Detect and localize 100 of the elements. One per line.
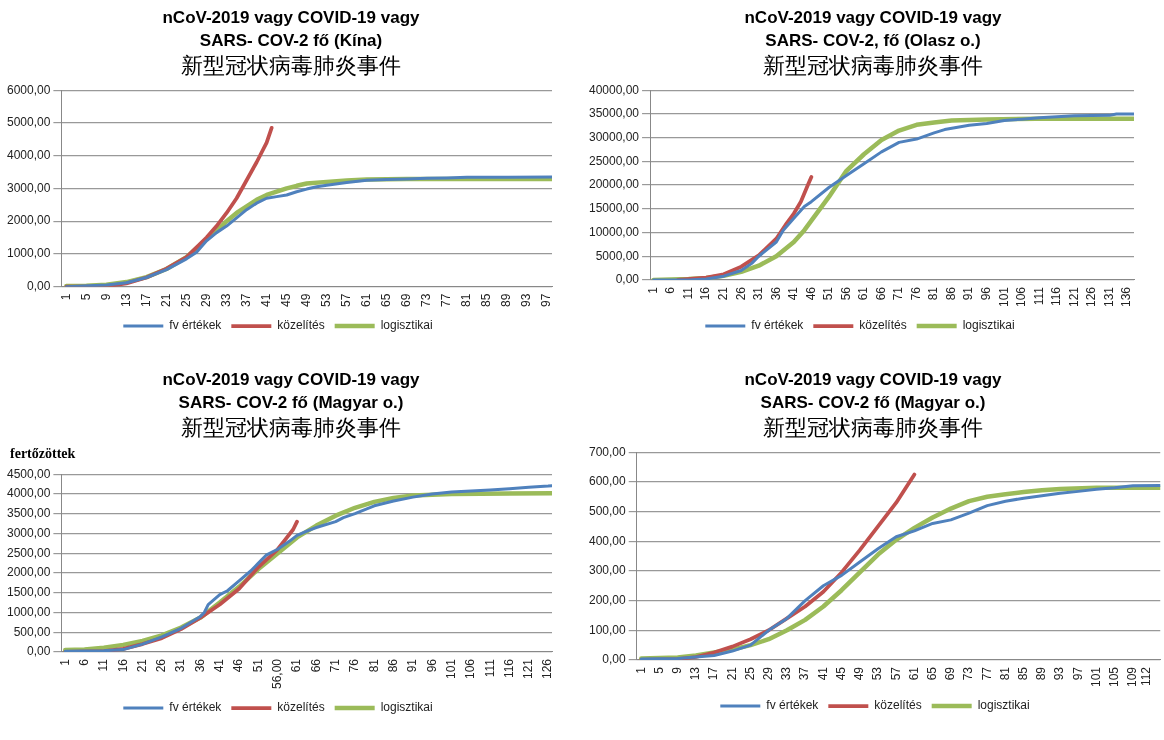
y-tick-label: 2000,00 <box>6 213 51 228</box>
y-tick-label: 500,00 <box>589 503 627 518</box>
x-tick-label: 77 <box>439 293 454 308</box>
legend-label: közelítés <box>277 318 325 333</box>
x-tick-label: 21 <box>158 293 173 308</box>
y-tick-label: 4000,00 <box>6 148 51 162</box>
x-tick-label: 49 <box>299 293 313 308</box>
x-tick-label: 45 <box>278 293 293 308</box>
x-tick-label: 16 <box>115 658 130 673</box>
x-tick-label: 11 <box>680 286 695 300</box>
x-tick-label: 109 <box>1125 666 1140 688</box>
y-tick-label: 400,00 <box>589 533 627 548</box>
x-tick-label: 126 <box>1084 286 1099 308</box>
chart-subtitle: 新型冠状病毒肺炎事件 <box>180 414 402 442</box>
x-tick-label: 41 <box>258 293 273 308</box>
x-tick-label: 61 <box>906 666 921 681</box>
x-tick-label: 89 <box>499 293 514 308</box>
x-tick-label: 85 <box>479 293 494 308</box>
x-tick-label: 121 <box>521 658 536 679</box>
y-tick-label: 200,00 <box>589 592 627 607</box>
y-tick-label: 4500,00 <box>6 466 51 481</box>
x-tick-label: 37 <box>238 293 253 308</box>
y-tick-label: 100,00 <box>589 622 627 637</box>
x-tick-label: 17 <box>138 293 153 308</box>
legend-label: fv értékek <box>169 700 223 715</box>
x-tick-label: 1 <box>57 658 72 666</box>
y-tick-label: 5000,00 <box>6 115 51 130</box>
x-tick-label: 41 <box>212 658 227 673</box>
x-tick-label: 53 <box>319 293 334 308</box>
x-tick-label: 31 <box>751 286 766 301</box>
x-tick-label: 116 <box>1049 286 1064 307</box>
y-tick-label: 0,00 <box>27 644 51 659</box>
x-tick-label: 29 <box>198 293 213 308</box>
x-tick-label: 6 <box>76 658 91 666</box>
legend-label: fv értékek <box>766 698 820 713</box>
x-tick-label: 73 <box>961 666 976 681</box>
x-tick-label: 81 <box>366 658 381 673</box>
y-tick-label: 4000,00 <box>6 486 51 501</box>
x-tick-label: 101 <box>1088 666 1103 688</box>
x-tick-label: 106 <box>1014 286 1029 308</box>
x-tick-label: 61 <box>359 293 374 308</box>
x-tick-label: 65 <box>379 293 394 308</box>
x-tick-label: 86 <box>943 286 958 301</box>
x-tick-label: 81 <box>459 293 474 308</box>
x-tick-label: 36 <box>192 658 207 673</box>
x-tick-label: 96 <box>979 286 994 301</box>
x-tick-label: 66 <box>873 286 888 301</box>
x-tick-label: 1 <box>633 666 648 674</box>
x-tick-label: 73 <box>419 293 434 308</box>
y-tick-label: 25000,00 <box>588 153 640 168</box>
x-tick-label: 111 <box>1031 286 1046 306</box>
x-tick-label: 89 <box>1034 666 1049 681</box>
x-tick-label: 93 <box>1052 666 1067 681</box>
y-tick-label: 6000,00 <box>6 82 51 97</box>
y-tick-label: 3000,00 <box>6 525 51 540</box>
legend-label: logisztikai <box>380 700 433 715</box>
chart-title: nCoV-2019 vagy COVID-19 vagy SARS- COV-2 fő (Magyar o.) <box>161 369 421 414</box>
x-tick-label: 105 <box>1107 666 1122 688</box>
x-tick-label: 21 <box>716 286 731 301</box>
x-tick-label: 33 <box>218 293 233 308</box>
x-tick-label: 1 <box>58 293 73 301</box>
y-tick-label: 3000,00 <box>6 180 51 195</box>
y-tick-label: 300,00 <box>589 563 627 578</box>
x-tick-label: 131 <box>1101 286 1116 308</box>
x-tick-label: 101 <box>443 658 458 679</box>
x-tick-label: 69 <box>399 293 414 308</box>
x-tick-label: 57 <box>339 293 354 308</box>
x-tick-label: 46 <box>803 286 818 301</box>
y-tick-label: 35000,00 <box>588 106 640 121</box>
y-tick-label: 0,00 <box>615 272 640 287</box>
x-tick-label: 37 <box>797 666 812 681</box>
y-tick-label: 15000,00 <box>588 201 640 216</box>
y-tick-label: 500,00 <box>13 624 51 639</box>
y-tick-label: 700,00 <box>589 444 627 459</box>
x-tick-label: 86 <box>385 658 400 673</box>
x-tick-label: 25 <box>742 666 757 681</box>
x-tick-label: 81 <box>997 666 1012 681</box>
x-tick-label: 112 <box>1138 666 1153 687</box>
legend-label: közelítés <box>859 318 907 333</box>
x-tick-label: 91 <box>405 658 420 673</box>
x-tick-label: 31 <box>173 658 188 673</box>
x-tick-label: 5 <box>651 666 666 674</box>
x-tick-label: 56,00 <box>270 658 285 689</box>
y-tick-label: 2000,00 <box>6 565 51 580</box>
x-tick-label: 16 <box>698 286 713 301</box>
x-tick-label: 45 <box>833 666 848 681</box>
y-tick-label: 5000,00 <box>595 248 640 263</box>
x-tick-label: 5 <box>78 293 93 301</box>
x-tick-label: 97 <box>1070 666 1085 681</box>
x-tick-label: 41 <box>786 286 801 301</box>
x-tick-label: 26 <box>733 286 748 301</box>
x-tick-label: 26 <box>154 658 169 673</box>
x-tick-label: 33 <box>779 666 794 681</box>
y-tick-label: 600,00 <box>589 474 627 489</box>
x-tick-label: 71 <box>327 658 342 673</box>
x-tick-label: 96 <box>424 658 439 673</box>
x-tick-label: 97 <box>539 293 554 308</box>
x-tick-label: 9 <box>669 666 684 674</box>
x-tick-label: 49 <box>852 666 867 681</box>
chart-title: nCoV-2019 vagy COVID-19 vagy SARS- COV-2 fő (Kína) <box>161 7 421 52</box>
